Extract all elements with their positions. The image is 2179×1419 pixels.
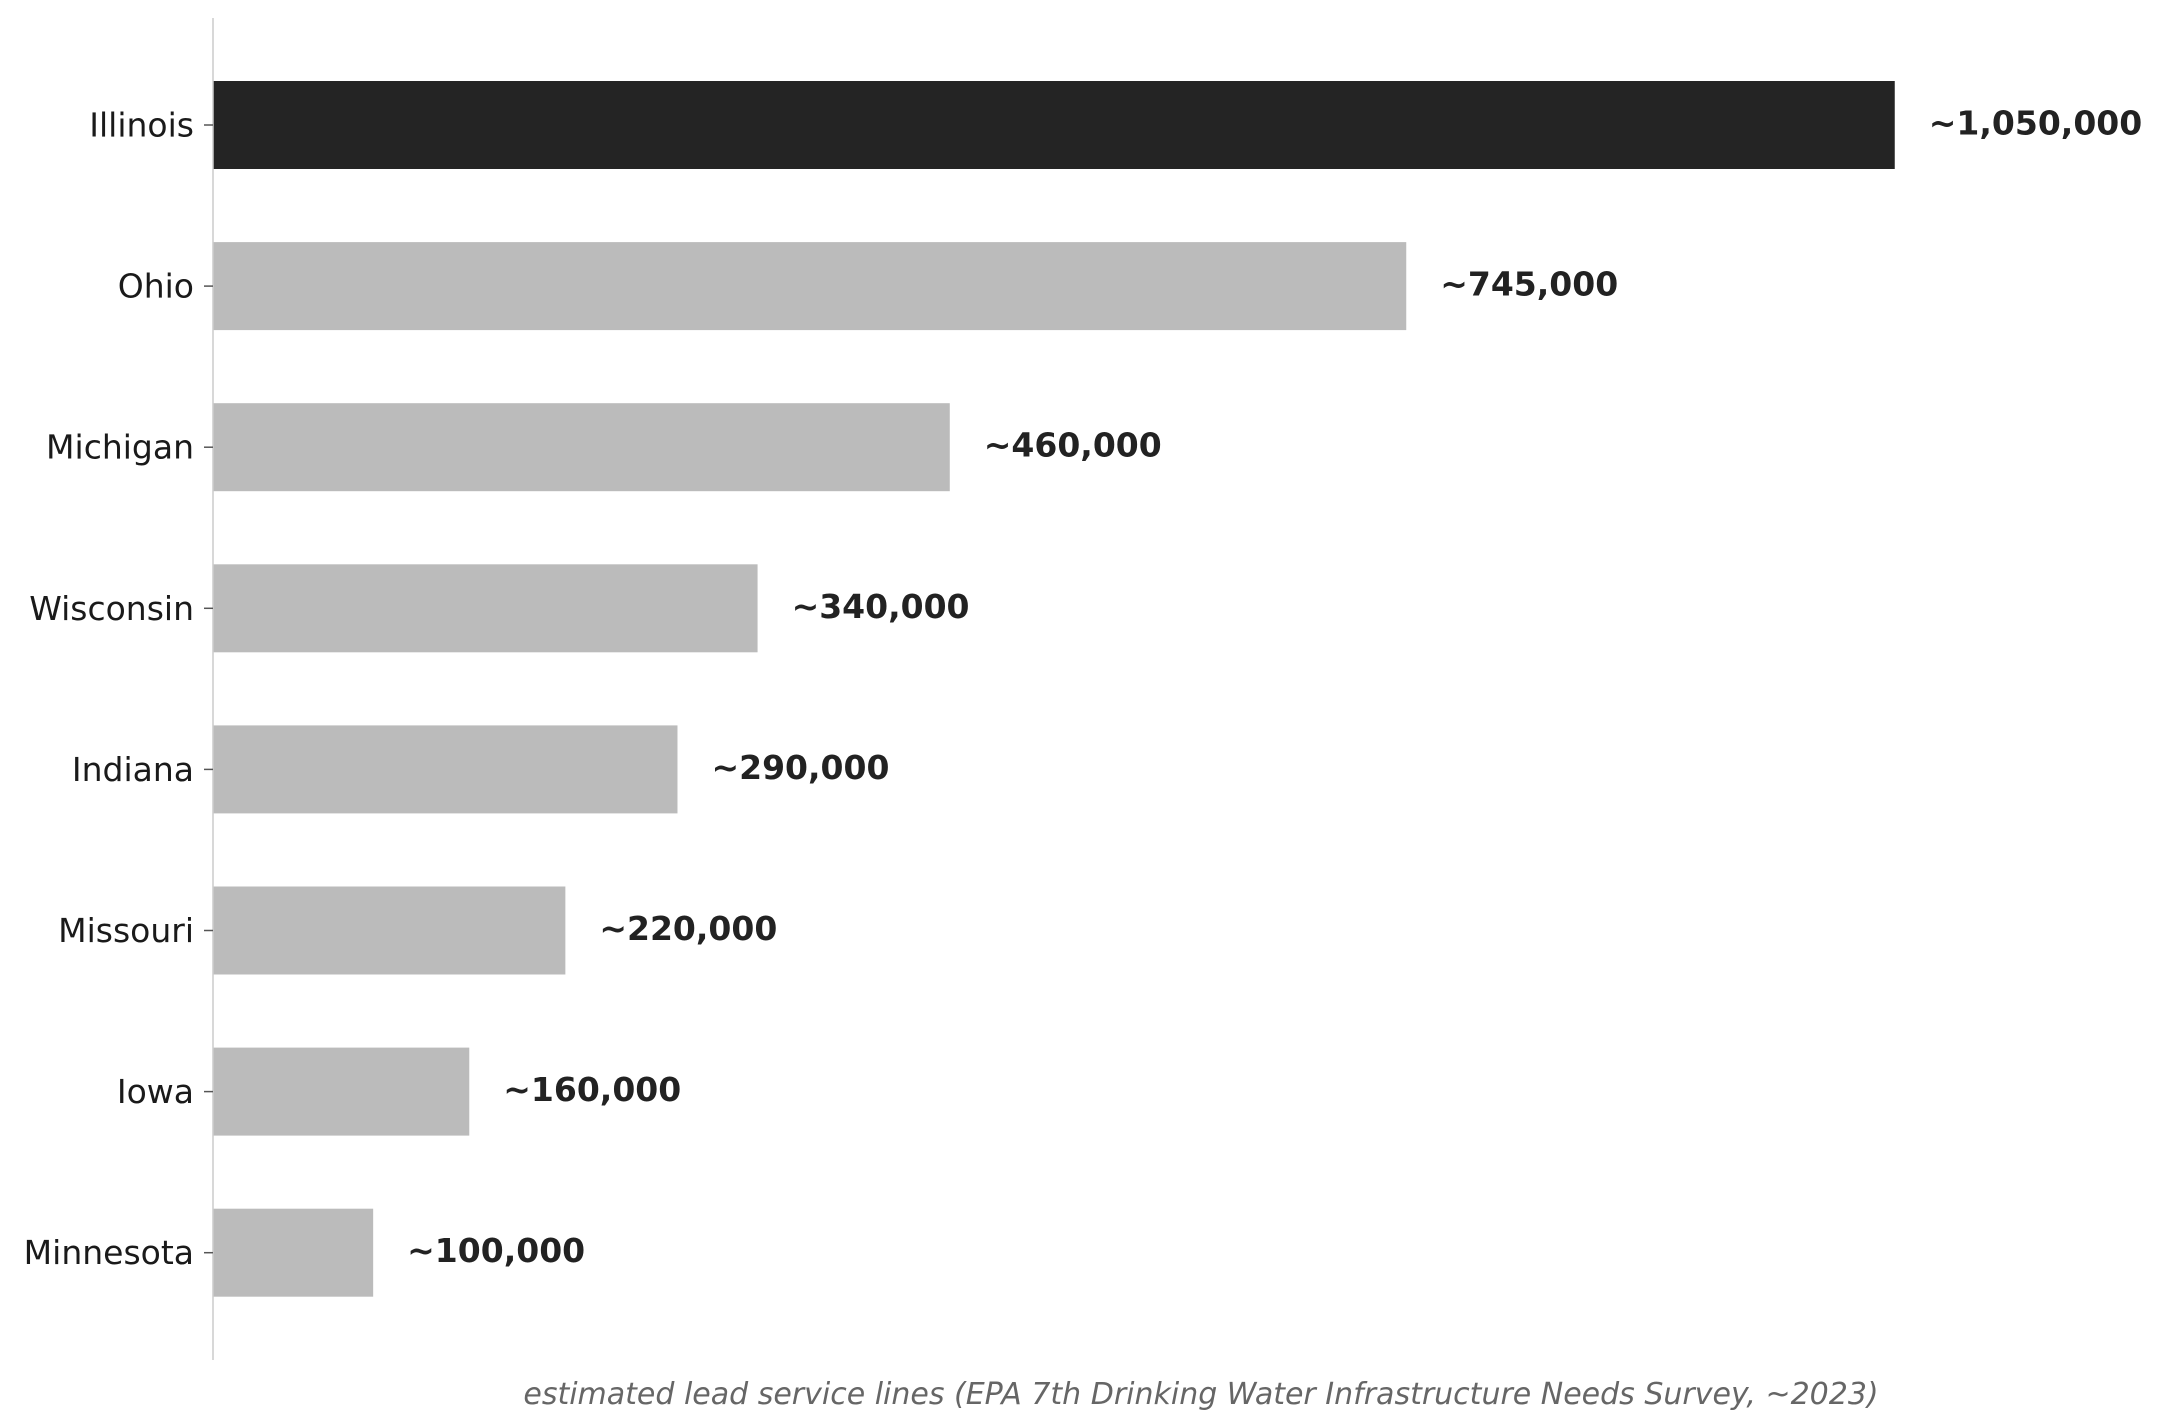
- y-tick-label: Missouri: [58, 911, 194, 950]
- data-label: ~1,050,000: [1929, 104, 2142, 143]
- data-label: ~745,000: [1440, 265, 1618, 304]
- bar-ohio: [213, 242, 1407, 331]
- y-tick-label: Indiana: [72, 750, 194, 789]
- y-tick-label: Minnesota: [24, 1233, 194, 1272]
- bar-minnesota: [213, 1208, 374, 1297]
- data-label: ~460,000: [984, 426, 1162, 465]
- labels-layer: Illinois ~1,050,000 Ohio ~745,000 Michigan ~4…: [24, 104, 2143, 1273]
- bar-wisconsin: [213, 564, 758, 653]
- y-tick-label: Michigan: [46, 428, 194, 467]
- x-axis-label: estimated lead service lines (EPA 7th Dr…: [523, 1377, 1878, 1412]
- bar-missouri: [213, 886, 566, 975]
- data-label: ~340,000: [792, 587, 970, 626]
- bars-layer: [213, 81, 1895, 1297]
- data-label: ~100,000: [407, 1231, 585, 1270]
- y-tick-label: Iowa: [117, 1072, 194, 1111]
- y-tick-label: Illinois: [89, 106, 194, 145]
- bar-illinois: [213, 81, 1895, 169]
- y-tick-label: Ohio: [118, 267, 194, 306]
- data-label: ~220,000: [599, 909, 777, 948]
- y-tick-label: Wisconsin: [29, 589, 194, 628]
- data-label: ~160,000: [503, 1070, 681, 1109]
- bar-indiana: [213, 725, 678, 814]
- bar-iowa: [213, 1047, 470, 1136]
- bar-michigan: [213, 403, 950, 492]
- data-label: ~290,000: [711, 748, 889, 787]
- y-axis: [204, 18, 214, 1360]
